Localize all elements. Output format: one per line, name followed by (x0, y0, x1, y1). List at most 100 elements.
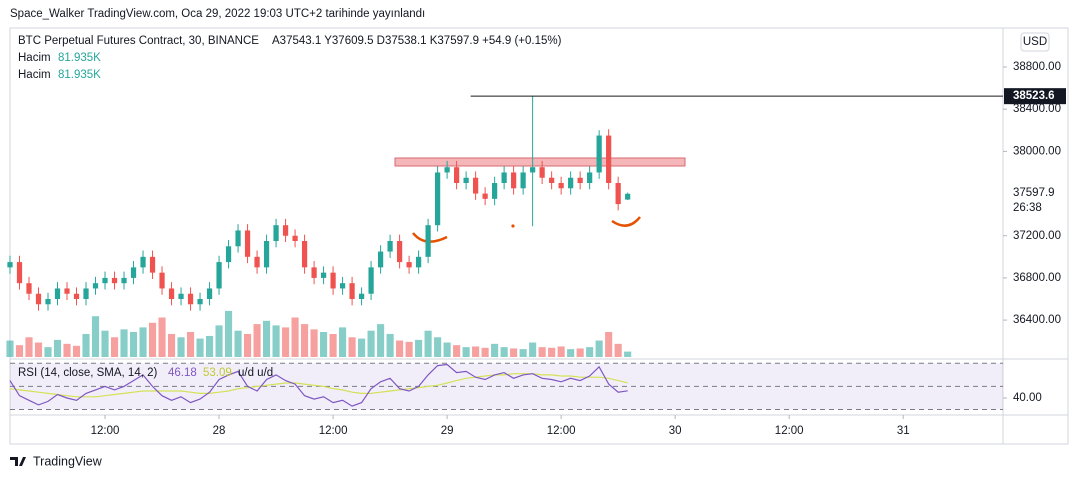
candle-body (102, 277, 108, 284)
candle-body (73, 293, 80, 300)
drawn-curve (611, 216, 641, 227)
candle-body (530, 167, 536, 173)
volume-bar (224, 310, 233, 357)
volume-value: 81.935K (58, 69, 101, 81)
volume-bar (424, 330, 432, 357)
rsi-title: RSI (14, close, SMA, 14, 2) (18, 367, 158, 379)
volume-bar (576, 348, 584, 357)
volume-bar (177, 337, 185, 357)
volume-bar (614, 343, 622, 357)
volume-bar (358, 338, 366, 357)
volume-bar (72, 345, 81, 357)
rsi-line (9, 373, 628, 398)
volume-bar (510, 348, 518, 357)
rsi-line (9, 363, 628, 407)
candle-body (463, 177, 469, 184)
volume-bar (405, 341, 413, 357)
volume-bar (44, 347, 52, 357)
candle-body (358, 293, 365, 300)
volume-bar (301, 324, 309, 357)
volume-bar (605, 331, 613, 357)
volume-name: Hacim (18, 52, 51, 64)
candle-body (549, 177, 555, 184)
candle-body (216, 262, 222, 289)
candle-body (568, 177, 574, 189)
header-title: Space_Walker TradingView.com, Oca 29, 20… (10, 8, 425, 20)
volume-bar (557, 346, 565, 357)
countdown: 26:38 (1013, 202, 1042, 214)
x-tick-label: 12:00 (547, 425, 576, 437)
candle-body (111, 277, 118, 284)
chart-title: BTC Perpetual Futures Contract, 30, BINA… (18, 35, 259, 47)
candle-body (539, 167, 545, 178)
candle-body (396, 241, 403, 263)
volume-bar (481, 347, 489, 357)
volume-bar (567, 349, 575, 357)
candle-body (187, 293, 194, 305)
volume-bar (291, 317, 299, 357)
volume-bar (548, 347, 556, 357)
volume-value: 81.935K (58, 52, 101, 64)
volume-bar (15, 345, 24, 357)
x-tick-label: 29 (441, 425, 454, 437)
y-tick-label: 38000.00 (1013, 145, 1061, 157)
volume-bar (63, 343, 71, 357)
volume-bar (538, 347, 546, 357)
volume-bar (443, 342, 451, 357)
volume-bar (595, 340, 603, 357)
candle-body (339, 283, 346, 289)
currency: USD (1023, 36, 1047, 48)
rsi-value: 46.18 (168, 367, 197, 379)
volume-bar (215, 325, 223, 357)
y-tick-label: 36400.00 (1013, 314, 1061, 326)
currency-box[interactable] (1020, 32, 1050, 52)
volume-bar (196, 338, 204, 357)
candle-body (330, 272, 336, 289)
candle-body (121, 277, 127, 284)
candle-body (444, 167, 450, 173)
volume-bar (167, 333, 176, 357)
y-tick-label: 38800.00 (1013, 61, 1061, 73)
volume-bar (472, 346, 480, 357)
volume-bar (624, 351, 632, 357)
volume-bar (110, 337, 119, 357)
volume-bar (53, 339, 62, 357)
candle-body (482, 193, 488, 199)
volume-bar (348, 337, 356, 357)
candle-body (168, 288, 175, 300)
candle-body (54, 288, 61, 300)
volume-bar (158, 317, 166, 357)
candle-body (368, 267, 374, 294)
last-price-label: 37597.9 (1013, 187, 1055, 199)
candle-body (406, 262, 412, 268)
volume-bar (129, 331, 138, 357)
volume-bar (453, 345, 461, 357)
candle-body (320, 272, 327, 278)
candle-body (492, 183, 498, 199)
rsi-sma-value: 53.09 (203, 367, 232, 379)
volume-bar (243, 333, 252, 357)
candle-body (64, 288, 70, 294)
candle-body (615, 183, 621, 205)
y-tick-label: 36800.00 (1013, 272, 1061, 284)
candle-body (473, 177, 479, 194)
candle-body (558, 183, 564, 189)
candle-body (453, 167, 460, 184)
volume-bar (586, 347, 594, 357)
frame (9, 27, 1069, 445)
price-line-box (1004, 88, 1066, 105)
candle-body (159, 272, 165, 289)
volume-bar (529, 342, 537, 357)
candle-body (130, 267, 137, 278)
candle-body (35, 293, 42, 305)
x-tick-label: 31 (897, 425, 910, 437)
drawn-zone (394, 157, 686, 167)
candle-body (511, 172, 517, 189)
volume-bar (415, 339, 423, 357)
candle-body (596, 135, 602, 173)
candle-body (178, 293, 184, 300)
candle-body (282, 225, 289, 236)
candle-body (425, 225, 431, 257)
candle-body (587, 172, 593, 184)
volume-bar (396, 340, 404, 357)
